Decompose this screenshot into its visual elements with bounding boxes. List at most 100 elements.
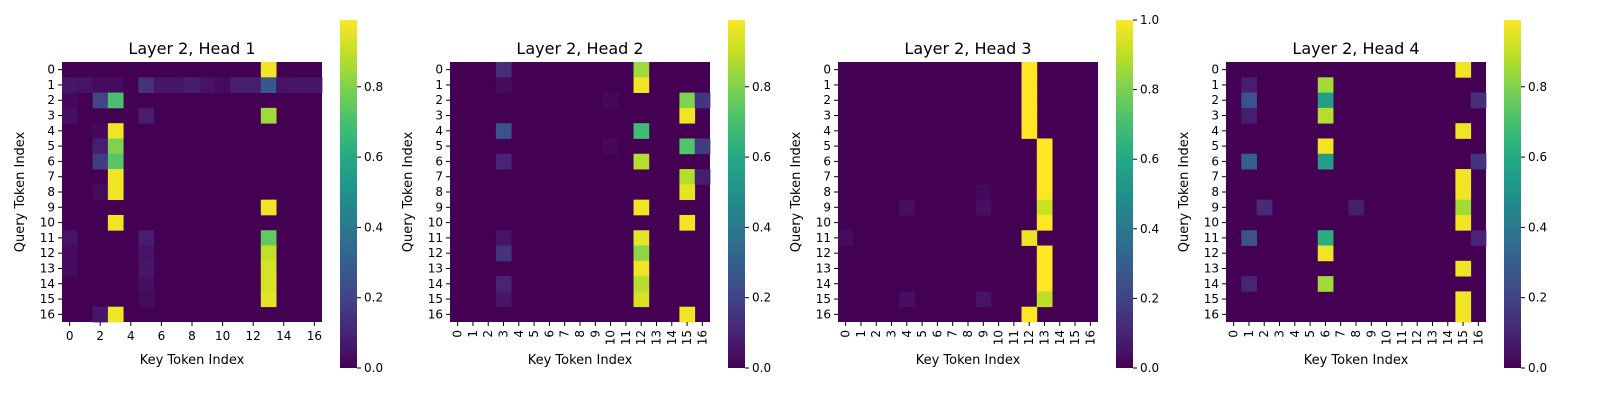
heatmap-cell (1036, 214, 1053, 231)
x-tick-label: 16 (307, 329, 322, 343)
y-tick-label: 8 (1211, 185, 1219, 199)
y-axis-label: Query Token Index (1177, 131, 1192, 252)
heatmap-cell (1241, 77, 1257, 93)
y-tick-label: 2 (823, 93, 831, 107)
heatmap-cell (633, 123, 650, 139)
x-tick-label: 10 (215, 329, 230, 343)
heatmap-cell (694, 92, 711, 109)
heatmap-cell (184, 77, 201, 93)
heatmap-cell (602, 92, 619, 109)
heatmap-cell (92, 123, 109, 139)
heatmap-cell (138, 245, 155, 262)
y-tick-label: 2 (435, 93, 443, 107)
y-tick-label: 15 (40, 292, 55, 306)
x-tick-label: 9 (588, 330, 602, 338)
x-tick-label: 14 (1441, 330, 1455, 345)
y-tick-label: 9 (823, 200, 831, 214)
heatmap-cell (138, 107, 155, 124)
y-tick-label: 8 (435, 185, 443, 199)
colorbar-tick-label: 0.4 (752, 220, 771, 234)
y-tick-label: 14 (816, 277, 831, 291)
colorbar (1116, 20, 1133, 368)
colorbar-tick-label: 0.6 (1140, 152, 1159, 166)
colorbar-tick-label: 1.0 (1140, 13, 1159, 27)
heatmap-cell (1470, 230, 1487, 246)
chart-title: Layer 2, Head 2 (516, 39, 643, 58)
y-tick-label: 5 (823, 139, 831, 153)
y-tick-label: 12 (1204, 246, 1219, 260)
heatmap-cell (1036, 276, 1053, 292)
y-tick-label: 5 (47, 139, 55, 153)
heatmap-cell (602, 138, 619, 155)
heatmap-cell (633, 260, 650, 277)
colorbar-tick-label: 0.8 (364, 80, 383, 94)
heatmap-cell (107, 169, 124, 185)
heatmap-cell (1317, 107, 1334, 124)
y-tick-label: 3 (1211, 109, 1219, 123)
heatmap-background (838, 62, 1098, 322)
x-axis-label: Key Token Index (916, 353, 1021, 368)
x-tick-label: 9 (976, 330, 990, 338)
heatmap-cell (679, 107, 696, 124)
y-tick-label: 3 (823, 109, 831, 123)
heatmap-cell (260, 245, 277, 262)
y-tick-label: 6 (823, 154, 831, 168)
y-tick-label: 16 (428, 307, 443, 321)
heatmap-cell (92, 306, 109, 323)
y-tick-label: 0 (823, 63, 831, 77)
colorbar-tick-label: 0.2 (1528, 291, 1547, 305)
x-tick-label: 6 (930, 330, 944, 338)
heatmap-cell (679, 138, 696, 155)
x-tick-label: 15 (1456, 330, 1470, 345)
heatmap-cell (276, 77, 292, 93)
x-tick-label: 5 (1303, 330, 1317, 338)
heatmap-cell (1455, 123, 1472, 139)
x-tick-label: 4 (900, 330, 914, 338)
heatmap-cell (107, 153, 124, 170)
y-tick-label: 6 (1211, 154, 1219, 168)
heatmap-cell (1455, 184, 1472, 201)
x-tick-label: 0 (66, 329, 74, 343)
x-tick-label: 8 (573, 330, 587, 338)
colorbar-tick-label: 0.2 (1140, 291, 1159, 305)
heatmap-cell (1036, 169, 1053, 185)
heatmap-cell (62, 107, 78, 124)
heatmap-cell (107, 92, 124, 109)
y-axis-label: Query Token Index (13, 131, 28, 252)
heatmap-cell (495, 153, 512, 170)
heatmap-cell (245, 77, 262, 93)
y-tick-label: 12 (40, 246, 55, 260)
heatmap-cell (679, 306, 696, 323)
y-tick-label: 8 (47, 185, 55, 199)
heatmap-cell (633, 153, 650, 170)
heatmap-cell (62, 230, 78, 246)
heatmap-cell (633, 291, 650, 308)
heatmap-cell (62, 92, 78, 109)
heatmap-cell (679, 169, 696, 185)
heatmap-cell (1021, 77, 1038, 93)
heatmap-cell (495, 276, 512, 292)
heatmap-cell (679, 214, 696, 231)
heatmap-cell (107, 138, 124, 155)
heatmap-cell (633, 230, 650, 246)
heatmap-background (1226, 62, 1486, 322)
x-tick-label: 6 (158, 329, 166, 343)
y-tick-label: 9 (1211, 200, 1219, 214)
chart-title: Layer 2, Head 3 (904, 39, 1031, 58)
x-tick-label: 3 (885, 330, 899, 338)
heatmap-cell (1241, 230, 1257, 246)
y-tick-label: 5 (1211, 139, 1219, 153)
y-tick-label: 9 (435, 200, 443, 214)
y-tick-label: 2 (47, 93, 55, 107)
y-tick-label: 13 (428, 261, 443, 275)
x-tick-label: 10 (1380, 330, 1394, 345)
heatmap-cell (1021, 92, 1038, 109)
x-tick-label: 5 (527, 330, 541, 338)
heatmap-background (450, 62, 710, 322)
y-tick-label: 14 (40, 277, 55, 291)
heatmap-cell (679, 184, 696, 201)
x-tick-label: 12 (246, 329, 261, 343)
colorbar (1504, 20, 1521, 368)
x-tick-label: 7 (946, 330, 960, 338)
